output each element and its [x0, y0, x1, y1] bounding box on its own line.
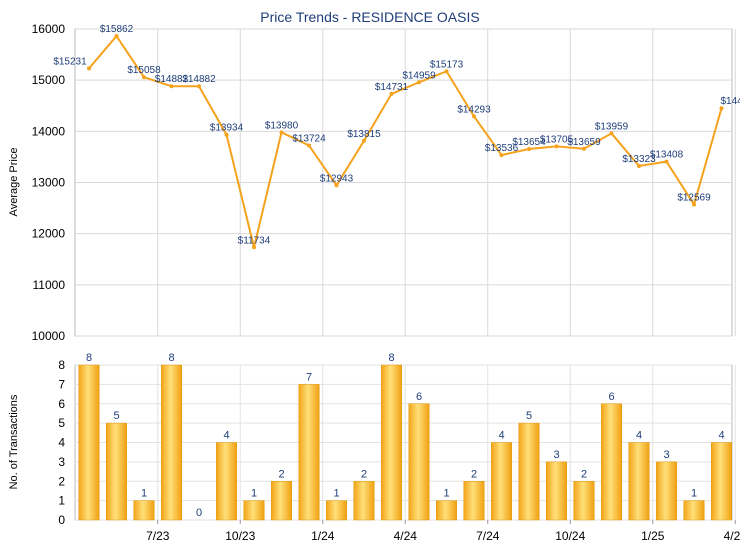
- transaction-value-label: 8: [86, 352, 92, 364]
- transaction-bar: [601, 404, 622, 520]
- transaction-value-label: 6: [608, 391, 614, 403]
- transaction-value-label: 4: [223, 430, 229, 442]
- price-data-label: $13724: [292, 133, 326, 144]
- transactions-tick-label: 8: [58, 358, 65, 372]
- transaction-bar: [574, 481, 595, 520]
- x-tick-label: 4/24: [394, 529, 418, 543]
- transaction-value-label: 3: [663, 449, 669, 461]
- transaction-value-label: 0: [196, 507, 202, 519]
- x-tick-label: 10/24: [555, 529, 585, 543]
- transaction-value-label: 4: [636, 430, 642, 442]
- transaction-bar: [79, 365, 100, 520]
- transaction-value-label: 2: [581, 468, 587, 480]
- price-data-label: $15862: [100, 24, 134, 35]
- price-tick-label: 11000: [33, 278, 66, 292]
- transaction-bar: [299, 384, 320, 520]
- transaction-bar: [546, 462, 567, 520]
- transactions-axis-label: No. of Transactions: [8, 394, 20, 489]
- transaction-value-label: 8: [388, 352, 394, 364]
- transaction-value-label: 1: [691, 488, 697, 500]
- transaction-value-label: 8: [168, 352, 174, 364]
- price-data-label: $12943: [320, 173, 354, 184]
- x-tick-label: 4/25: [724, 529, 740, 543]
- transactions-tick-label: 3: [58, 455, 65, 469]
- price-data-label: $12569: [677, 193, 711, 204]
- transactions-tick-label: 4: [58, 436, 65, 450]
- x-tick-label: 1/25: [641, 529, 665, 543]
- price-data-label: $14293: [457, 104, 491, 115]
- transaction-bar: [409, 404, 430, 520]
- price-tick-label: 12000: [32, 227, 66, 241]
- transaction-value-label: 2: [471, 468, 477, 480]
- transactions-tick-label: 6: [58, 397, 65, 411]
- transaction-bar: [106, 423, 127, 520]
- chart-title: Price Trends - RESIDENCE OASIS: [260, 9, 479, 25]
- transaction-value-label: 2: [361, 468, 367, 480]
- price-tick-label: 13000: [32, 176, 66, 190]
- price-tick-label: 10000: [32, 329, 66, 343]
- price-data-label: $15173: [430, 59, 464, 70]
- transactions-tick-label: 5: [58, 416, 65, 430]
- price-axis-label: Average Price: [8, 148, 20, 217]
- transactions-tick-label: 1: [58, 494, 65, 508]
- price-data-label: $13934: [210, 123, 244, 134]
- x-tick-label: 7/23: [146, 529, 170, 543]
- x-tick-label: 10/23: [225, 529, 255, 543]
- price-tick-label: 14000: [32, 124, 66, 138]
- transaction-value-label: 1: [141, 488, 147, 500]
- transaction-bar: [656, 462, 677, 520]
- transaction-value-label: 1: [443, 488, 449, 500]
- transaction-value-label: 3: [553, 449, 559, 461]
- transaction-value-label: 4: [498, 430, 504, 442]
- price-tick-label: 16000: [32, 22, 66, 36]
- price-data-label: $13980: [265, 120, 299, 131]
- transaction-bar: [216, 443, 237, 521]
- price-tick-label: 15000: [32, 73, 66, 87]
- transaction-bar: [436, 501, 457, 520]
- price-data-label: $13659: [567, 137, 601, 148]
- price-data-label: $13815: [347, 129, 381, 140]
- price-data-label: $14452: [721, 96, 740, 107]
- transaction-value-label: 6: [416, 391, 422, 403]
- transaction-bar: [326, 501, 347, 520]
- price-data-label: $14882: [182, 74, 216, 85]
- transaction-bar: [711, 443, 732, 521]
- price-data-label: $13408: [650, 150, 684, 161]
- transaction-value-label: 5: [526, 410, 532, 422]
- price-data-label: $13959: [595, 121, 629, 132]
- transaction-bar: [519, 423, 540, 520]
- transactions-tick-label: 0: [58, 513, 65, 527]
- transaction-bar: [134, 501, 155, 520]
- transactions-tick-label: 7: [58, 377, 65, 391]
- transaction-bar: [381, 365, 402, 520]
- transaction-value-label: 5: [113, 410, 119, 422]
- transaction-bar: [161, 365, 182, 520]
- transaction-bar: [354, 481, 375, 520]
- transaction-value-label: 1: [333, 488, 339, 500]
- transaction-bar: [684, 501, 705, 520]
- price-point: [87, 66, 91, 70]
- transaction-value-label: 1: [251, 488, 257, 500]
- transaction-bar: [464, 481, 485, 520]
- transaction-value-label: 2: [278, 468, 284, 480]
- transactions-tick-label: 2: [58, 474, 65, 488]
- price-data-label: $14959: [402, 70, 436, 81]
- x-tick-label: 7/24: [476, 529, 500, 543]
- transaction-bar: [491, 443, 512, 521]
- price-data-label: $15231: [53, 56, 87, 67]
- price-line-plot: 10000 11000 12000 13000 14000 15000 16000 $1523…: [32, 22, 740, 343]
- transaction-bar: [271, 481, 292, 520]
- transaction-bar: [629, 443, 650, 521]
- price-data-label: $14731: [375, 82, 409, 93]
- price-data-label: $11734: [238, 235, 271, 246]
- transaction-value-label: 7: [306, 371, 312, 383]
- transaction-value-label: 4: [718, 430, 724, 442]
- transaction-bar: [244, 501, 265, 520]
- x-tick-label: 1/24: [311, 529, 335, 543]
